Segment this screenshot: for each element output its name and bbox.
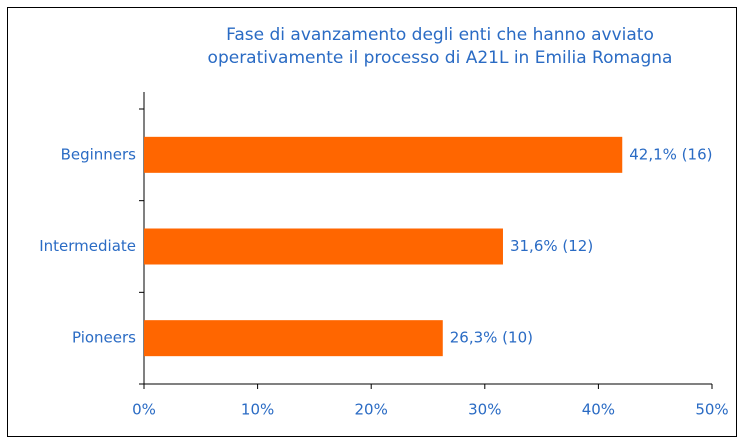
x-tick-label: 10% [241, 401, 274, 419]
value-label: 42,1% (16) [629, 145, 712, 163]
bar [144, 228, 503, 265]
y-tick-label: Pioneers [72, 329, 136, 347]
x-tick-label: 0% [132, 401, 156, 419]
value-label: 31,6% (12) [510, 237, 593, 255]
value-label: 26,3% (10) [450, 329, 533, 347]
chart-frame [7, 7, 737, 437]
chart-title: operativamente il processo di A21L in Em… [208, 48, 673, 68]
y-tick-label: Beginners [61, 145, 137, 163]
x-tick-label: 20% [355, 401, 388, 419]
chart-title: Fase di avanzamento degli enti che hanno… [226, 25, 654, 45]
y-tick-label: Intermediate [39, 237, 136, 255]
x-tick-label: 40% [582, 401, 615, 419]
x-tick-label: 50% [695, 401, 728, 419]
x-tick-label: 30% [468, 401, 501, 419]
bar [144, 320, 443, 357]
bar [144, 136, 623, 173]
